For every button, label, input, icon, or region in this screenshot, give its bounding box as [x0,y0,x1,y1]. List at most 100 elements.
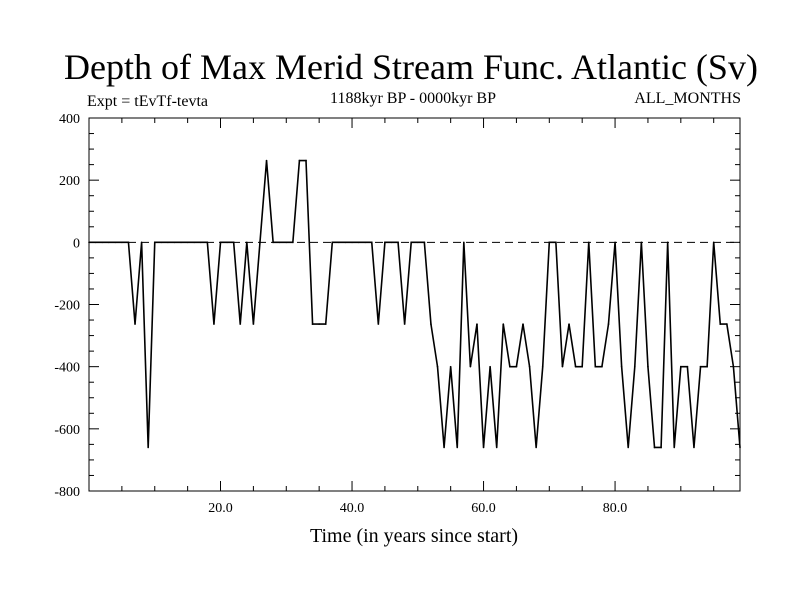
minor-ticks [89,118,740,491]
data-point [377,323,380,325]
data-point [693,446,695,449]
data-point [469,365,472,368]
data-point [607,323,610,325]
data-point [199,241,202,244]
data-point [344,241,347,244]
plot-frame [88,117,741,492]
data-point [594,365,597,368]
data-point [331,241,334,244]
data-point [719,323,722,325]
data-point [640,241,643,244]
data-point [601,365,603,368]
data-point [140,241,143,244]
data-point [370,241,373,244]
data-point [732,365,735,368]
data-point [574,365,577,368]
data-point [259,241,261,244]
data-point [397,241,399,244]
data-point [160,241,163,244]
data-point [463,241,465,244]
y-tick-labels: 400 200 0 -200 -400 -600 -800 [54,112,80,500]
data-point [94,241,97,244]
data-point [502,323,505,325]
data-point [726,323,728,325]
data-point [686,365,689,368]
data-point [739,446,741,449]
data-point [285,241,288,244]
data-point [292,241,294,244]
data-point [456,446,459,449]
data-point [614,241,616,244]
y-tick-label: 400 [59,112,80,127]
data-point [193,241,196,244]
data-point [114,241,117,244]
data-point [88,241,90,244]
data-point [680,365,682,368]
data-point [430,323,432,325]
data-point [581,365,583,368]
data-point [252,323,255,325]
data-point [568,323,570,325]
y-tick-label: -800 [54,485,80,500]
data-points [88,159,741,449]
data-point [673,446,676,449]
data-point [127,241,130,244]
data-point [265,159,268,162]
data-point [587,241,590,244]
data-point [107,241,110,244]
x-tick-label: 60.0 [471,501,496,516]
data-point [627,446,630,449]
data-point [167,241,169,244]
data-point [311,323,314,325]
series-line [89,159,741,449]
x-axis-label: Time (in years since start) [310,525,518,547]
data-point [180,241,182,244]
y-tick-label: 0 [73,236,80,251]
data-point [541,365,544,368]
data-point [620,365,623,368]
data-point [357,241,360,244]
data-point [712,241,715,244]
data-point [239,323,242,325]
data-point [436,365,439,368]
data-point [173,241,176,244]
data-point [101,241,103,244]
data-point [213,323,215,325]
data-point [305,159,307,162]
experiment-label: Expt = tEvTf-tevta [87,93,208,110]
data-point [482,446,485,449]
data-point [232,241,235,244]
data-point [351,241,353,244]
data-point [515,365,518,368]
chart-title: Depth of Max Merid Stream Func. Atlantic… [64,47,758,87]
data-point [449,365,452,368]
data-point [186,241,189,244]
x-tick-label: 20.0 [208,501,233,516]
data-point [666,241,669,244]
data-point [147,446,149,449]
y-tick-label: -400 [54,361,80,376]
data-point [272,241,274,244]
y-tick-label: -600 [54,423,80,438]
data-point [647,365,649,368]
data-point [134,323,136,325]
y-tick-label: 200 [59,174,80,189]
x-tick-labels: 20.0 40.0 60.0 80.0 [208,501,627,516]
data-point [324,323,327,325]
data-point [219,241,222,244]
data-point [528,365,531,368]
data-point [121,241,123,244]
data-point [206,241,209,244]
data-point [535,446,537,449]
data-point [660,446,662,449]
months-label: ALL_MONTHS [634,90,741,107]
data-point [555,241,557,244]
data-point [443,446,445,449]
data-point [561,365,564,368]
data-point [633,365,636,368]
data-point [364,241,366,244]
data-point [410,241,413,244]
x-tick-label: 80.0 [603,501,628,516]
x-tick-label: 40.0 [340,501,365,516]
